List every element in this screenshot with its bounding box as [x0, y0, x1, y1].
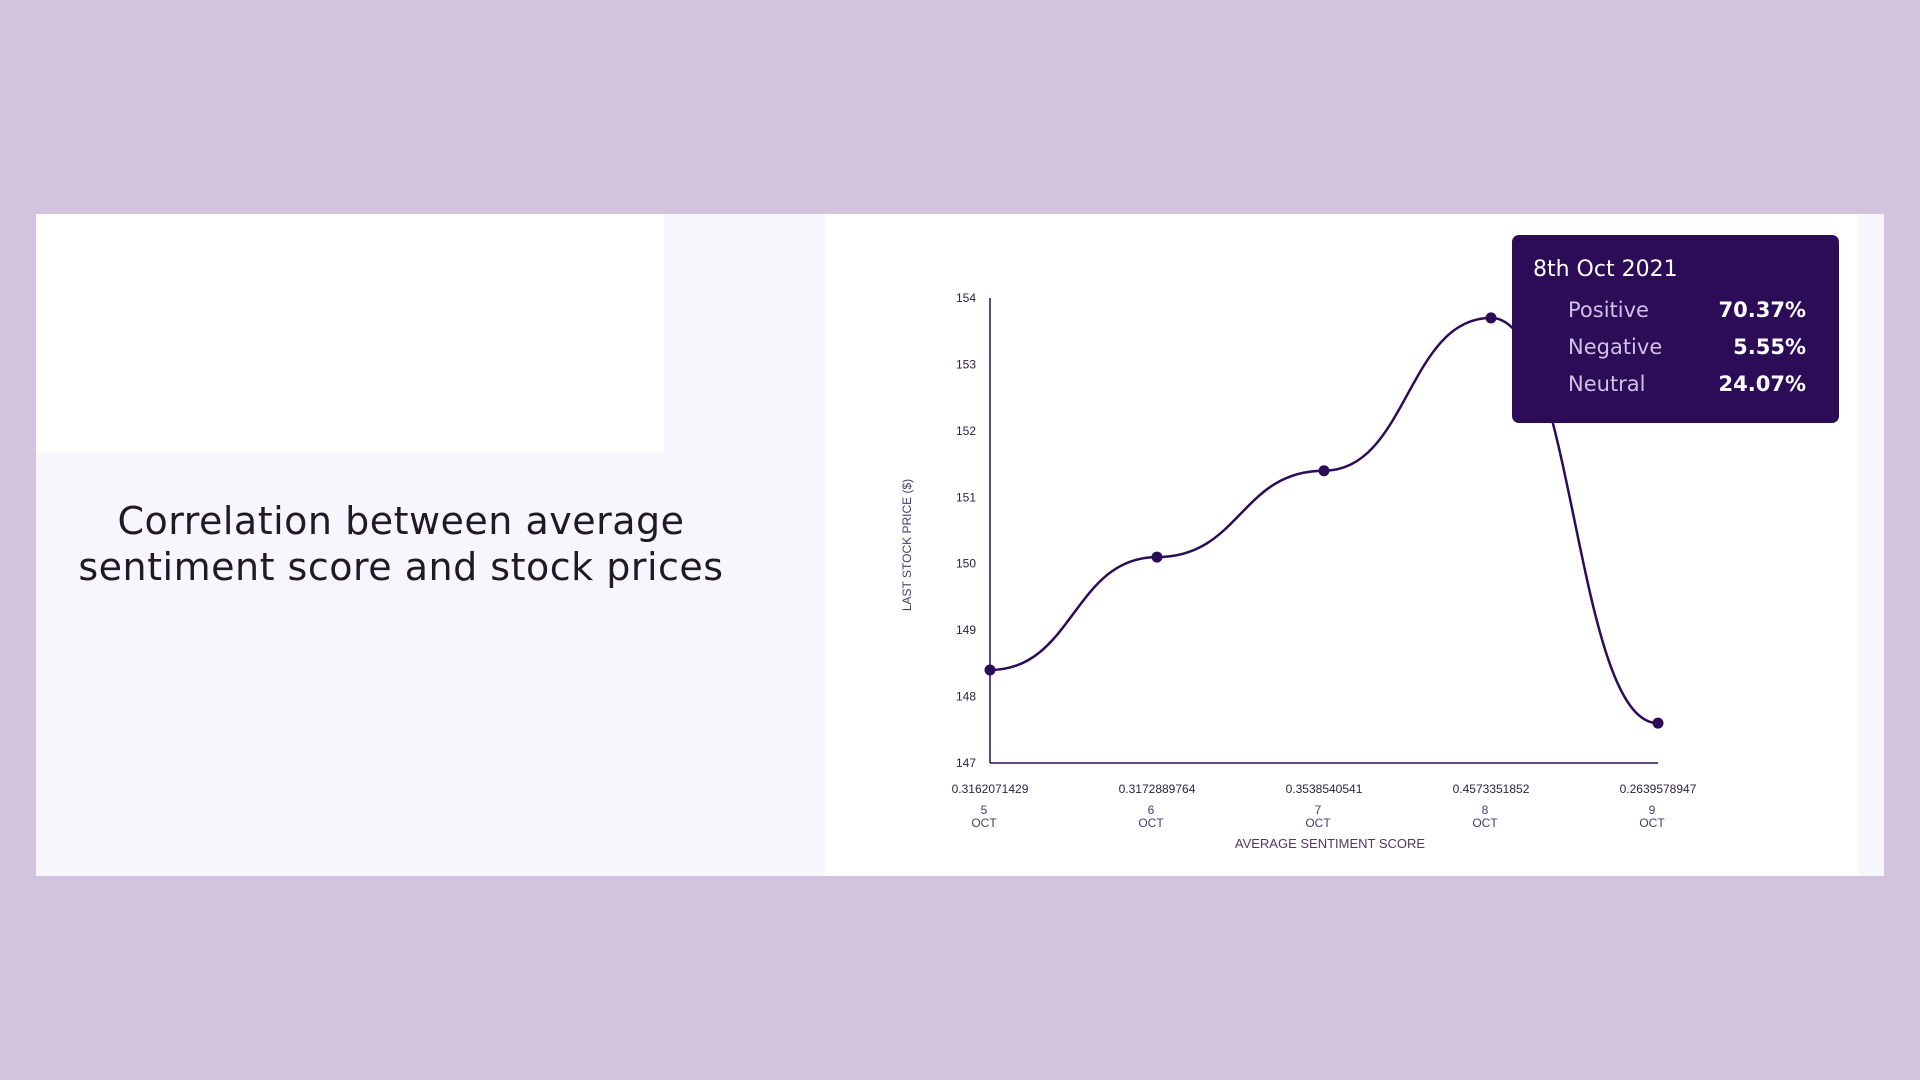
x-tick-day: 5 [981, 803, 988, 817]
tooltip-label: Neutral [1568, 372, 1646, 396]
data-point [1485, 312, 1497, 324]
y-tick-label: 148 [956, 690, 976, 704]
series-line [989, 316, 1659, 725]
data-point [984, 664, 996, 676]
data-point [1151, 551, 1163, 563]
x-tick-day: 6 [1148, 803, 1155, 817]
x-axis-label: AVERAGE SENTIMENT SCORE [1235, 836, 1426, 851]
x-tick-score: 0.4573351852 [1453, 782, 1530, 796]
image-placeholder [36, 214, 664, 453]
x-tick-month: OCT [1472, 816, 1498, 830]
x-tick-score: 0.3162071429 [952, 782, 1029, 796]
x-tick-month: OCT [971, 816, 997, 830]
y-tick-labels: 147 148 149 150 151 152 153 154 [956, 291, 976, 770]
tooltip-label: Positive [1568, 298, 1649, 322]
x-tick-day: 9 [1649, 803, 1656, 817]
y-tick-label: 151 [956, 490, 976, 504]
x-tick-score: 0.3172889764 [1119, 782, 1196, 796]
x-tick-month: OCT [1138, 816, 1164, 830]
slide-caption: Correlation between average sentiment sc… [46, 498, 756, 590]
tooltip-value: 70.37% [1718, 298, 1806, 322]
y-tick-label: 147 [956, 756, 976, 770]
caption-line-1: Correlation between average [117, 499, 685, 543]
x-tick-month: OCT [1305, 816, 1331, 830]
tooltip-value: 24.07% [1718, 372, 1806, 396]
y-tick-label: 152 [956, 424, 976, 438]
tooltip-row-neutral: Neutral 24.07% [1533, 366, 1806, 403]
data-point [1318, 465, 1330, 477]
data-tooltip: 8th Oct 2021 Positive 70.37% Negative 5.… [1512, 235, 1839, 423]
chart-axes [989, 298, 1658, 764]
x-tick-score: 0.3538540541 [1286, 782, 1363, 796]
tooltip-row-positive: Positive 70.37% [1533, 292, 1806, 329]
tooltip-label: Negative [1568, 335, 1663, 359]
x-tick-month: OCT [1639, 816, 1665, 830]
x-tick-day: 8 [1482, 803, 1489, 817]
series-path [989, 316, 1659, 725]
tooltip-date: 8th Oct 2021 [1533, 257, 1678, 282]
caption-line-2: sentiment score and stock prices [78, 545, 724, 589]
y-tick-label: 153 [956, 357, 976, 371]
tooltip-value: 5.55% [1733, 335, 1806, 359]
tooltip-row-negative: Negative 5.55% [1533, 329, 1806, 366]
y-tick-label: 149 [956, 623, 976, 637]
y-tick-label: 150 [956, 557, 976, 571]
y-axis-label: LAST STOCK PRICE ($) [900, 479, 914, 611]
series-points [984, 312, 1664, 729]
x-tick-score: 0.2639578947 [1620, 782, 1697, 796]
x-tick-labels: 0.31620714295OCT0.31728897646OCT0.353854… [952, 782, 1697, 830]
data-point [1652, 717, 1664, 729]
y-tick-label: 154 [956, 291, 976, 305]
x-tick-day: 7 [1315, 803, 1322, 817]
